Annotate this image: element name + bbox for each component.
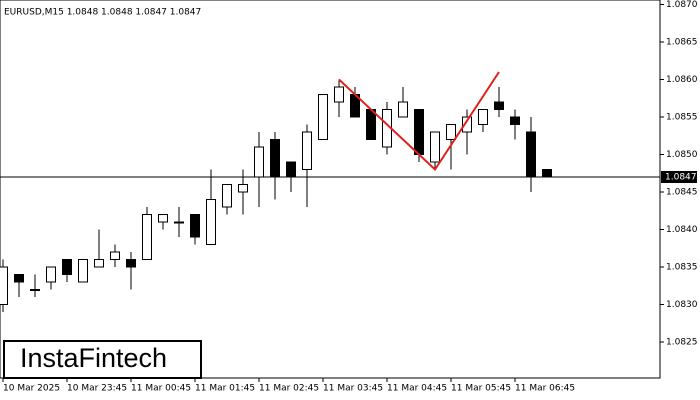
candle-body — [238, 184, 248, 193]
y-tick-label: 1.0870 — [666, 0, 698, 10]
x-tick-label: 10 Mar 2025 — [3, 384, 60, 394]
candle-body — [302, 131, 312, 170]
candle-body — [222, 184, 232, 208]
candle-body — [30, 289, 40, 291]
candle-body — [286, 161, 296, 178]
y-tick-label: 1.0845 — [666, 188, 698, 198]
logo: InstaFintech — [20, 343, 167, 373]
y-tick-label: 1.0860 — [666, 75, 698, 85]
y-tick-label: 1.0830 — [666, 300, 698, 310]
x-tick-label: 11 Mar 01:45 — [195, 384, 255, 394]
candle-body — [510, 116, 520, 125]
pattern-line — [338, 71, 500, 172]
candle-body — [62, 259, 72, 275]
x-tick-label: 11 Mar 02:45 — [259, 384, 319, 394]
x-tick-label: 11 Mar 00:45 — [131, 384, 191, 394]
y-tick-label: 1.0865 — [666, 38, 698, 48]
candle-body — [126, 259, 136, 268]
x-tick-label: 11 Mar 05:45 — [451, 384, 511, 394]
candle-body — [318, 94, 328, 140]
candle-body — [462, 116, 472, 133]
candle-body — [414, 109, 424, 155]
candle-body — [494, 101, 504, 110]
candle-body — [334, 86, 344, 103]
candle-body — [46, 266, 56, 283]
candle-body — [14, 274, 24, 283]
chart-title: EURUSD,M15 1.0848 1.0848 1.0847 1.0847 — [4, 8, 201, 18]
last-price-label: 1.0847 — [665, 173, 697, 183]
candle-body — [142, 214, 152, 260]
y-tick-label: 1.0855 — [666, 113, 698, 123]
last-price-box — [661, 171, 697, 183]
candle-body — [526, 131, 536, 178]
y-tick-label: 1.0850 — [666, 150, 698, 160]
logo-box — [3, 340, 202, 379]
candle-body — [190, 214, 200, 238]
candle-body — [430, 131, 440, 163]
candle-body — [478, 109, 488, 125]
candle-body — [270, 139, 280, 178]
candle-body — [446, 124, 456, 140]
candle-body — [398, 101, 408, 118]
y-tick-label: 1.0835 — [666, 263, 698, 273]
candle-body — [206, 199, 216, 245]
x-tick-label: 11 Mar 04:45 — [387, 384, 447, 394]
candle-body — [94, 259, 104, 268]
y-tick-label: 1.0825 — [666, 338, 698, 348]
candle-body — [174, 221, 184, 224]
candle-body — [542, 169, 552, 178]
y-tick-label: 1.0840 — [666, 225, 698, 235]
x-tick-label: 10 Mar 23:45 — [67, 384, 127, 394]
candle-body — [366, 109, 376, 140]
candle-body — [158, 214, 168, 223]
x-tick-label: 11 Mar 03:45 — [323, 384, 383, 394]
candle-body — [110, 251, 120, 260]
plot-frame — [0, 0, 661, 379]
candle-body — [0, 266, 8, 305]
candle-body — [78, 259, 88, 283]
candle-body — [254, 146, 264, 178]
x-tick-label: 11 Mar 06:45 — [515, 384, 575, 394]
